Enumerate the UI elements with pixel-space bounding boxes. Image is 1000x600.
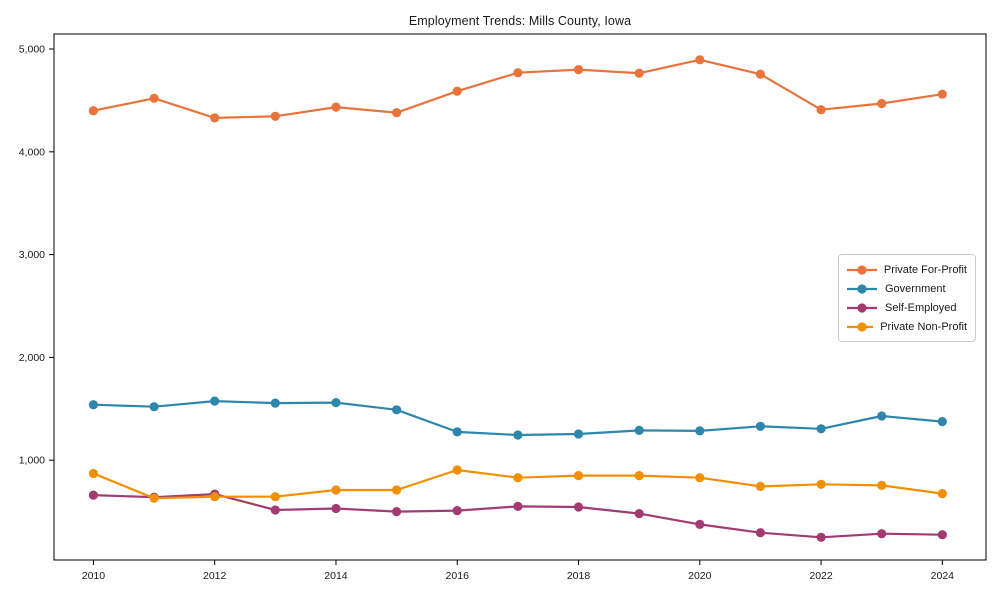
data-point-self-employed — [513, 501, 523, 511]
data-point-self-employed — [755, 528, 766, 538]
data-point-private-for-profit — [816, 105, 826, 115]
legend-marker-sample — [857, 321, 867, 332]
data-point-private-non-profit — [513, 473, 523, 483]
legend-label-self-employed: Self-Employed — [885, 301, 957, 314]
data-point-private-for-profit — [634, 68, 644, 78]
data-point-private-non-profit — [392, 485, 402, 495]
data-point-government — [88, 400, 98, 410]
data-point-private-for-profit — [755, 69, 766, 79]
data-point-private-non-profit — [755, 481, 766, 491]
legend-swatch-icon-government — [847, 283, 877, 294]
y-tick-label: 1,000 — [19, 455, 45, 467]
data-point-private-for-profit — [270, 111, 280, 121]
data-point-private-for-profit — [392, 108, 402, 118]
data-point-government — [210, 396, 220, 406]
x-tick-label: 2014 — [324, 570, 348, 582]
data-point-government — [634, 425, 644, 435]
data-point-private-non-profit — [816, 479, 826, 489]
plot-frame — [53, 33, 987, 561]
legend-label-private-for-profit: Private For-Profit — [883, 263, 967, 276]
data-point-private-non-profit — [331, 485, 341, 495]
data-point-private-non-profit — [877, 480, 887, 490]
x-tick-label: 2022 — [809, 570, 833, 582]
data-point-government — [877, 411, 887, 421]
data-point-self-employed — [877, 529, 887, 539]
data-point-private-non-profit — [634, 471, 644, 481]
data-point-self-employed — [452, 506, 462, 516]
data-point-self-employed — [573, 502, 584, 512]
data-point-private-for-profit — [877, 98, 887, 109]
data-point-private-for-profit — [937, 89, 947, 99]
data-point-self-employed — [270, 505, 280, 515]
data-point-private-for-profit — [513, 68, 523, 78]
series-line-government — [92, 400, 944, 437]
legend: Private For-Profit Government Self-Employe… — [838, 254, 976, 342]
legend-item-self-employed: Self-Employed — [846, 298, 967, 317]
data-point-private-for-profit — [573, 65, 584, 75]
data-point-self-employed — [331, 503, 341, 514]
data-point-government — [937, 417, 947, 427]
data-point-self-employed — [88, 490, 98, 500]
legend-swatch-icon-private-for-profit — [847, 264, 877, 275]
data-point-government — [816, 424, 826, 434]
data-point-private-non-profit — [573, 471, 584, 481]
data-point-private-for-profit — [210, 113, 220, 123]
data-point-government — [695, 426, 705, 436]
data-point-private-for-profit — [695, 55, 705, 65]
data-point-self-employed — [695, 519, 705, 530]
y-tick-label: 3,000 — [19, 249, 45, 261]
data-point-government — [270, 398, 280, 408]
data-point-private-non-profit — [149, 493, 159, 503]
legend-marker-sample — [857, 264, 867, 275]
chart-title: Employment Trends: Mills County, Iowa — [408, 14, 632, 28]
data-point-private-non-profit — [210, 492, 220, 502]
data-point-private-non-profit — [270, 492, 280, 502]
x-tick-label: 2020 — [688, 570, 712, 582]
data-point-government — [573, 429, 584, 439]
legend-item-private-non-profit: Private Non-Profit — [846, 317, 967, 336]
data-point-private-for-profit — [331, 102, 341, 112]
legend-label-private-non-profit: Private Non-Profit — [880, 320, 967, 333]
data-point-government — [513, 430, 523, 440]
y-tick-label: 2,000 — [19, 352, 45, 364]
y-tick-label: 4,000 — [19, 146, 45, 158]
y-tick-label: 5,000 — [19, 44, 45, 56]
data-point-private-non-profit — [695, 473, 705, 483]
legend-item-private-for-profit: Private For-Profit — [846, 260, 967, 279]
legend-marker-sample — [857, 302, 867, 313]
legend-item-government: Government — [846, 279, 967, 298]
data-point-private-non-profit — [937, 489, 947, 499]
data-point-government — [149, 402, 159, 412]
data-point-private-for-profit — [452, 86, 462, 96]
data-point-government — [755, 421, 766, 431]
x-tick-label: 2012 — [203, 570, 227, 582]
x-tick-label: 2016 — [446, 570, 470, 582]
data-point-self-employed — [816, 532, 826, 542]
data-point-private-for-profit — [88, 106, 98, 116]
legend-swatch-icon-self-employed — [847, 302, 877, 313]
data-point-private-non-profit — [88, 468, 98, 479]
data-point-self-employed — [634, 508, 644, 519]
x-tick-label: 2018 — [567, 570, 591, 582]
data-point-private-for-profit — [149, 93, 159, 103]
x-tick-label: 2010 — [82, 570, 106, 582]
legend-label-government: Government — [885, 282, 946, 295]
legend-marker-sample — [857, 283, 867, 294]
data-point-government — [392, 405, 402, 415]
data-point-private-non-profit — [452, 465, 462, 475]
series-line-self-employed — [92, 493, 944, 539]
x-tick-label: 2024 — [931, 570, 955, 582]
data-point-government — [452, 427, 462, 437]
data-point-self-employed — [937, 530, 947, 540]
legend-swatch-icon-private-non-profit — [847, 321, 874, 332]
data-point-self-employed — [392, 507, 402, 517]
data-point-government — [331, 398, 341, 408]
